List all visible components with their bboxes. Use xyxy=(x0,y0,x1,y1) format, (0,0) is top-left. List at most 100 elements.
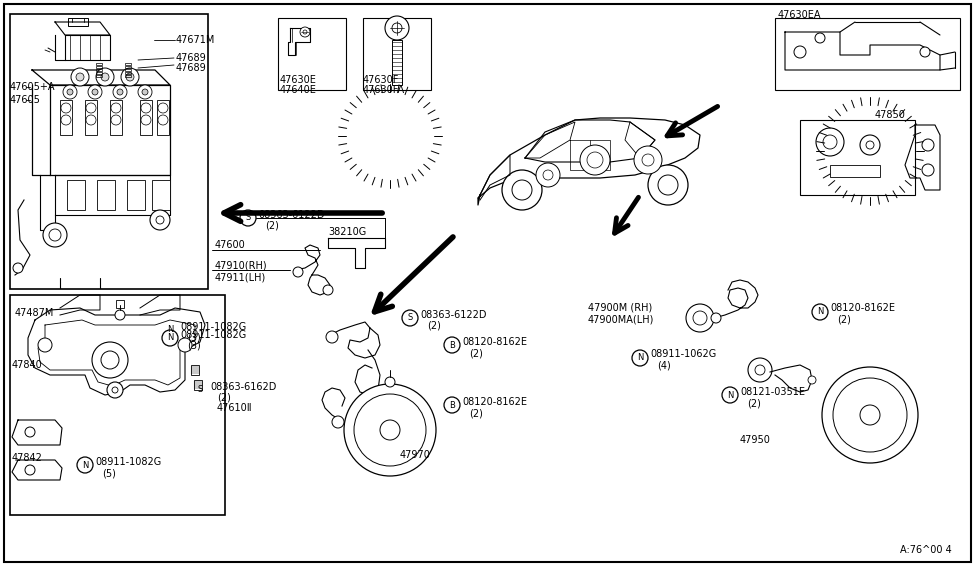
Bar xyxy=(125,63,131,65)
Text: 47640E: 47640E xyxy=(280,85,317,95)
Circle shape xyxy=(392,23,402,33)
Polygon shape xyxy=(328,238,385,268)
Text: N: N xyxy=(82,461,88,470)
Circle shape xyxy=(323,285,333,295)
Circle shape xyxy=(755,365,765,375)
Polygon shape xyxy=(140,295,180,315)
Circle shape xyxy=(632,350,648,366)
Circle shape xyxy=(142,89,148,95)
Circle shape xyxy=(543,170,553,180)
Circle shape xyxy=(162,330,178,346)
Circle shape xyxy=(380,420,400,440)
Circle shape xyxy=(117,89,123,95)
Text: B: B xyxy=(449,401,455,409)
Circle shape xyxy=(860,135,880,155)
Circle shape xyxy=(158,115,168,125)
Text: 08363-6122D: 08363-6122D xyxy=(420,310,487,320)
Polygon shape xyxy=(12,420,62,445)
Circle shape xyxy=(113,85,127,99)
Circle shape xyxy=(86,103,96,113)
Text: 47630F: 47630F xyxy=(363,75,400,85)
Circle shape xyxy=(138,85,152,99)
Circle shape xyxy=(293,267,303,277)
Text: (2): (2) xyxy=(469,348,483,358)
Text: 47630EA: 47630EA xyxy=(778,10,822,20)
Circle shape xyxy=(385,16,409,40)
Polygon shape xyxy=(65,35,110,60)
Bar xyxy=(194,380,202,390)
Circle shape xyxy=(512,180,532,200)
Circle shape xyxy=(866,141,874,149)
Text: N: N xyxy=(167,333,174,342)
Bar xyxy=(191,365,199,375)
Text: 08911-1082G: 08911-1082G xyxy=(180,322,247,332)
Circle shape xyxy=(658,175,678,195)
Text: 38210G: 38210G xyxy=(328,227,367,237)
Circle shape xyxy=(43,223,67,247)
Bar xyxy=(800,120,915,195)
Circle shape xyxy=(587,152,603,168)
Bar xyxy=(96,66,102,68)
Text: S: S xyxy=(246,213,251,222)
Circle shape xyxy=(922,164,934,176)
Bar xyxy=(140,100,152,135)
Circle shape xyxy=(63,85,77,99)
Circle shape xyxy=(326,331,338,343)
Circle shape xyxy=(686,304,714,332)
Circle shape xyxy=(642,154,654,166)
Text: N: N xyxy=(726,391,733,400)
Circle shape xyxy=(25,465,35,475)
Circle shape xyxy=(922,139,934,151)
Polygon shape xyxy=(32,70,170,85)
Text: (4): (4) xyxy=(657,361,671,371)
Circle shape xyxy=(812,304,828,320)
Text: S: S xyxy=(408,314,412,323)
Text: 47630E: 47630E xyxy=(280,75,317,85)
Circle shape xyxy=(822,367,918,463)
Bar xyxy=(96,75,102,77)
Text: 47910(RH): 47910(RH) xyxy=(215,260,267,270)
Bar xyxy=(60,100,72,135)
Text: N: N xyxy=(167,325,174,335)
Text: (2): (2) xyxy=(837,315,851,325)
Circle shape xyxy=(808,376,816,384)
Circle shape xyxy=(823,135,837,149)
Text: (3): (3) xyxy=(187,333,201,343)
Bar xyxy=(125,75,131,77)
Circle shape xyxy=(101,351,119,369)
Circle shape xyxy=(88,85,102,99)
Text: 47850: 47850 xyxy=(875,110,906,120)
Bar xyxy=(116,300,124,308)
Bar xyxy=(110,100,122,135)
Circle shape xyxy=(101,73,109,81)
Circle shape xyxy=(648,165,688,205)
Circle shape xyxy=(794,46,806,58)
Text: B: B xyxy=(449,341,455,349)
Bar xyxy=(10,14,208,289)
Text: (2): (2) xyxy=(427,321,441,331)
Text: 47689: 47689 xyxy=(176,53,207,63)
Bar xyxy=(363,18,431,90)
Circle shape xyxy=(156,216,164,224)
Circle shape xyxy=(344,384,436,476)
Text: 47970: 47970 xyxy=(400,450,431,460)
Text: 08911-1062G: 08911-1062G xyxy=(650,349,717,359)
Text: 47950: 47950 xyxy=(740,435,771,445)
Circle shape xyxy=(67,89,73,95)
Circle shape xyxy=(111,115,121,125)
Circle shape xyxy=(711,313,721,323)
Text: A:76^00 4: A:76^00 4 xyxy=(900,545,952,555)
Bar xyxy=(125,69,131,71)
Circle shape xyxy=(748,358,772,382)
Text: (2): (2) xyxy=(265,221,279,231)
Circle shape xyxy=(722,387,738,403)
Text: 47605: 47605 xyxy=(10,95,41,105)
Circle shape xyxy=(126,73,134,81)
Circle shape xyxy=(141,115,151,125)
Polygon shape xyxy=(12,460,62,480)
Bar xyxy=(830,165,880,177)
Circle shape xyxy=(112,387,118,393)
Circle shape xyxy=(61,103,71,113)
Circle shape xyxy=(150,210,170,230)
Bar xyxy=(157,100,169,135)
